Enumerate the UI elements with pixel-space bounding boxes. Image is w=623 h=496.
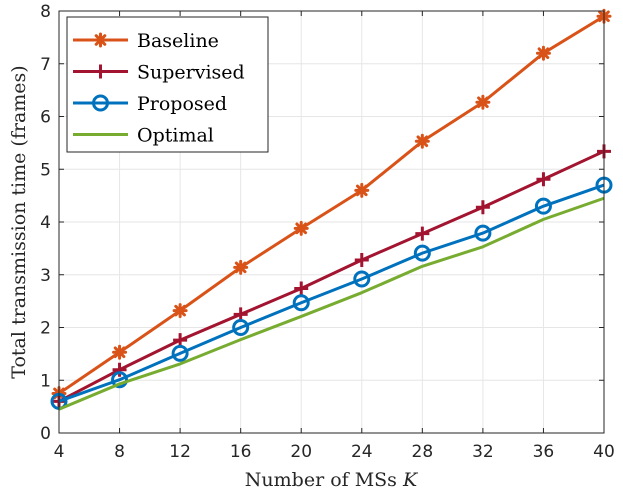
legend-label-baseline: Baseline: [137, 30, 219, 52]
legend-item-optimal: Optimal: [73, 125, 214, 147]
legend: Baseline Supervised Proposed Optimal: [66, 16, 269, 153]
data-point-proposed: [474, 224, 492, 242]
legend-item-supervised: Supervised: [73, 62, 245, 84]
x-tick-label: 16: [230, 442, 252, 462]
data-point-proposed: [111, 371, 129, 389]
data-point-baseline: [293, 220, 309, 236]
data-point-baseline: [233, 259, 249, 275]
x-tick-label: 40: [593, 442, 615, 462]
y-tick-label: 7: [40, 55, 51, 75]
data-point-supervised: [173, 333, 188, 348]
series-line-supervised: [58, 149, 605, 403]
series-layer: [50, 8, 613, 411]
x-axis-label: Number of MSs K: [245, 469, 419, 491]
data-point-proposed: [413, 244, 431, 262]
data-point-baseline: [172, 303, 188, 319]
y-tick-label: 3: [40, 266, 51, 286]
data-point-proposed: [353, 270, 371, 288]
y-axis-label: Total transmission time (frames): [8, 65, 30, 378]
legend-marker-baseline: [93, 32, 108, 48]
data-point-proposed: [292, 294, 310, 312]
y-tick-label: 2: [40, 319, 51, 339]
x-tick-label: 8: [114, 442, 125, 462]
series-line-baseline: [58, 14, 605, 395]
data-point-supervised: [536, 172, 551, 187]
data-point-supervised: [415, 226, 430, 241]
data-point-baseline: [112, 344, 128, 360]
x-tick-label: 12: [169, 442, 191, 462]
x-axis-label-text: Number of MSs: [245, 469, 397, 491]
data-point-proposed: [232, 319, 250, 336]
x-tick-label: 20: [290, 442, 312, 462]
y-tick-label: 8: [40, 2, 51, 22]
x-tick-label: 24: [351, 442, 373, 462]
series-optimal: [58, 196, 605, 411]
data-point-proposed: [534, 197, 552, 215]
y-tick-label: 4: [40, 213, 51, 233]
x-tick-label: 4: [54, 442, 65, 462]
x-tick-label: 36: [533, 442, 555, 462]
legend-item-baseline: Baseline: [73, 30, 219, 52]
data-point-baseline: [535, 45, 551, 61]
data-point-baseline: [354, 182, 370, 198]
y-tick-label: 1: [40, 371, 51, 391]
x-tick-label: 32: [472, 442, 494, 462]
y-tick-label: 6: [40, 108, 51, 128]
data-point-supervised: [354, 252, 369, 267]
x-tick-label: 28: [412, 442, 434, 462]
series-line-optimal: [58, 196, 605, 411]
series-line-proposed: [58, 183, 605, 403]
legend-marker-proposed: [92, 94, 109, 112]
data-point-supervised: [294, 281, 309, 296]
data-point-baseline: [475, 94, 491, 110]
legend-marker-supervised: [93, 64, 108, 79]
data-point-supervised: [233, 307, 248, 322]
legend-item-proposed: Proposed: [73, 93, 227, 115]
data-point-supervised: [112, 362, 127, 377]
legend-label-optimal: Optimal: [137, 125, 214, 147]
data-point-supervised: [475, 200, 490, 215]
y-tick-label: 0: [40, 424, 51, 444]
data-point-baseline: [414, 133, 430, 149]
x-axis-label-variable: K: [402, 469, 419, 491]
legend-label-supervised: Supervised: [137, 62, 245, 84]
legend-label-proposed: Proposed: [137, 93, 227, 115]
y-tick-label: 5: [40, 160, 51, 180]
series-proposed: [50, 176, 613, 410]
data-point-proposed: [171, 344, 189, 362]
series-baseline: [51, 8, 612, 401]
